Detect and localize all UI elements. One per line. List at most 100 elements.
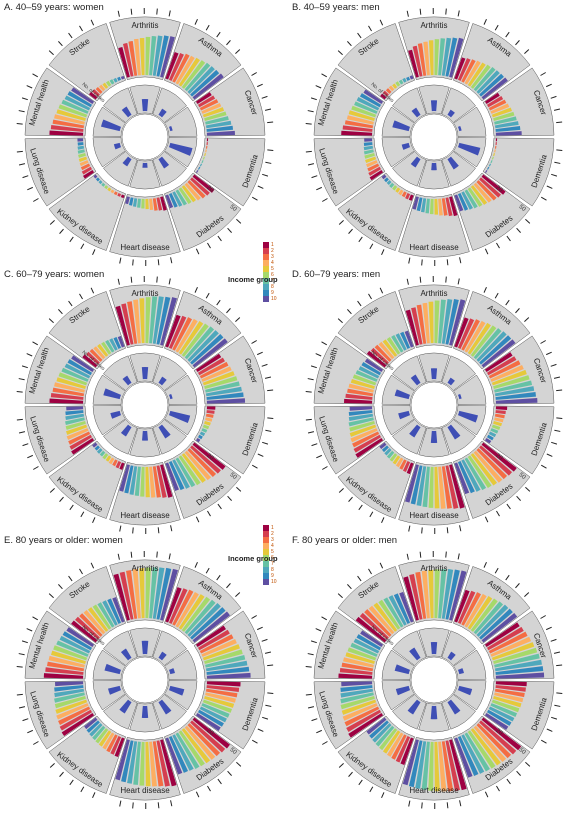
bar-cancer-group-1: [195, 353, 222, 373]
inner-bar-dementia: [168, 410, 191, 423]
outer-tick: [446, 527, 449, 534]
bar-stroke-group-6: [386, 337, 401, 355]
bar-heart-disease-group-1: [160, 196, 167, 211]
outer-tick: [261, 363, 268, 367]
bar-kidney-disease-group-9: [384, 177, 389, 183]
bar-lung-disease-group-4: [79, 160, 89, 167]
outer-tick: [505, 299, 510, 306]
bar-mental-health-group-8: [358, 366, 380, 379]
bar-kidney-disease-group-5: [107, 187, 112, 192]
bar-lung-disease-group-9: [54, 685, 84, 692]
bar-arthritis-group-2: [412, 45, 423, 77]
outer-sector-bg: [109, 462, 181, 526]
category-label: Heart disease: [120, 511, 170, 520]
outer-tick: [18, 706, 26, 709]
bar-cancer-group-2: [486, 356, 517, 376]
bar-asthma-group-6: [181, 323, 209, 357]
bar-heart-disease-group-4: [149, 198, 154, 211]
bar-dementia-group-10: [484, 437, 492, 444]
outer-tick: [80, 786, 85, 793]
outer-tick: [369, 511, 374, 518]
outer-tick: [546, 83, 552, 88]
legend-label-10: 10: [271, 296, 277, 302]
outer-tick: [90, 562, 95, 569]
outer-tick: [58, 309, 63, 315]
bar-heart-disease-group-2: [445, 740, 460, 791]
outer-tick: [21, 640, 28, 644]
outer-tick: [550, 363, 557, 367]
bar-diabetes-group-1: [192, 717, 230, 749]
bar-arthritis-group-3: [417, 43, 427, 76]
outer-tick: [337, 593, 343, 599]
bar-heart-disease-group-5: [145, 198, 149, 210]
bar-cancer-group-3: [488, 360, 521, 379]
inner-bar-kidney-disease: [409, 424, 421, 438]
outer-tick: [307, 163, 315, 166]
bar-stroke-group-10: [117, 335, 125, 348]
bar-arthritis-group-4: [133, 38, 141, 76]
outer-tick: [205, 292, 210, 299]
bar-stroke-group-8: [388, 595, 407, 626]
bar-diabetes-group-1: [192, 442, 226, 470]
bar-stroke-group-6: [92, 604, 112, 630]
bar-lung-disease-group-8: [348, 413, 374, 422]
bar-kidney-disease-group-4: [395, 457, 404, 468]
category-label: Arthritis: [131, 289, 158, 298]
bar-dementia-group-5: [493, 153, 495, 157]
outer-tick: [21, 97, 28, 101]
outer-tick: [305, 123, 312, 125]
bar-lung-disease-group-2: [346, 709, 382, 732]
outer-sector-bg: [482, 137, 555, 207]
outer-tick: [419, 276, 422, 283]
bar-asthma-group-9: [190, 69, 220, 97]
bar-kidney-disease-group-4: [108, 457, 115, 465]
bar-mental-health-group-3: [47, 661, 85, 672]
outer-tick: [369, 243, 374, 250]
bar-cancer-group-10: [206, 398, 246, 404]
bar-heart-disease-group-8: [129, 466, 138, 495]
outer-tick: [262, 173, 269, 177]
legend-swatch-7: [263, 561, 269, 567]
bar-arthritis-group-4: [133, 299, 141, 344]
outer-tick: [446, 259, 449, 266]
radial-chart-0: ArthritisAsthmaCancerDementiaDiabetesHea…: [16, 7, 274, 267]
legend-label-4: 4: [271, 543, 274, 549]
bar-diabetes-group-6: [467, 730, 496, 769]
inner-bar-heart-disease: [431, 162, 437, 171]
bar-mental-health-group-10: [360, 630, 384, 648]
bar-mental-health-group-6: [347, 647, 377, 661]
bar-kidney-disease-group-7: [389, 182, 395, 189]
outer-tick: [556, 149, 563, 151]
bar-dementia-group-5: [493, 696, 522, 708]
bar-stroke-group-4: [388, 85, 395, 92]
bar-kidney-disease-group-3: [401, 191, 407, 198]
bar-heart-disease-group-4: [438, 198, 443, 216]
outer-tick: [408, 525, 411, 532]
inner-bar-heart-disease: [141, 705, 149, 719]
outer-tick: [18, 653, 25, 656]
outer-tick: [445, 8, 447, 15]
inner-bar-heart-disease: [142, 162, 148, 168]
bar-lung-disease-group-4: [56, 703, 89, 720]
bar-mental-health-group-3: [52, 119, 85, 129]
bar-dementia-group-4: [205, 417, 213, 422]
bar-kidney-disease-group-10: [381, 174, 387, 180]
outer-tick: [69, 236, 74, 243]
bar-lung-disease-group-1: [71, 437, 95, 455]
bar-arthritis-group-2: [121, 303, 134, 345]
bar-cancer-group-7: [494, 653, 540, 668]
outer-tick: [338, 220, 344, 225]
inner-bar-arthritis: [430, 100, 438, 112]
bar-asthma-group-1: [454, 589, 470, 623]
outer-tick: [550, 638, 557, 642]
bar-arthritis-group-2: [123, 43, 134, 77]
outer-tick: [406, 278, 409, 285]
bar-mental-health-group-9: [67, 359, 93, 376]
bar-cancer-group-6: [493, 647, 538, 664]
bar-kidney-disease-group-1: [406, 462, 414, 475]
outer-tick: [236, 761, 242, 767]
outer-tick: [496, 242, 500, 249]
inner-bar-dementia: [168, 142, 193, 156]
outer-tick: [556, 389, 563, 392]
bar-kidney-disease-group-8: [96, 448, 103, 454]
